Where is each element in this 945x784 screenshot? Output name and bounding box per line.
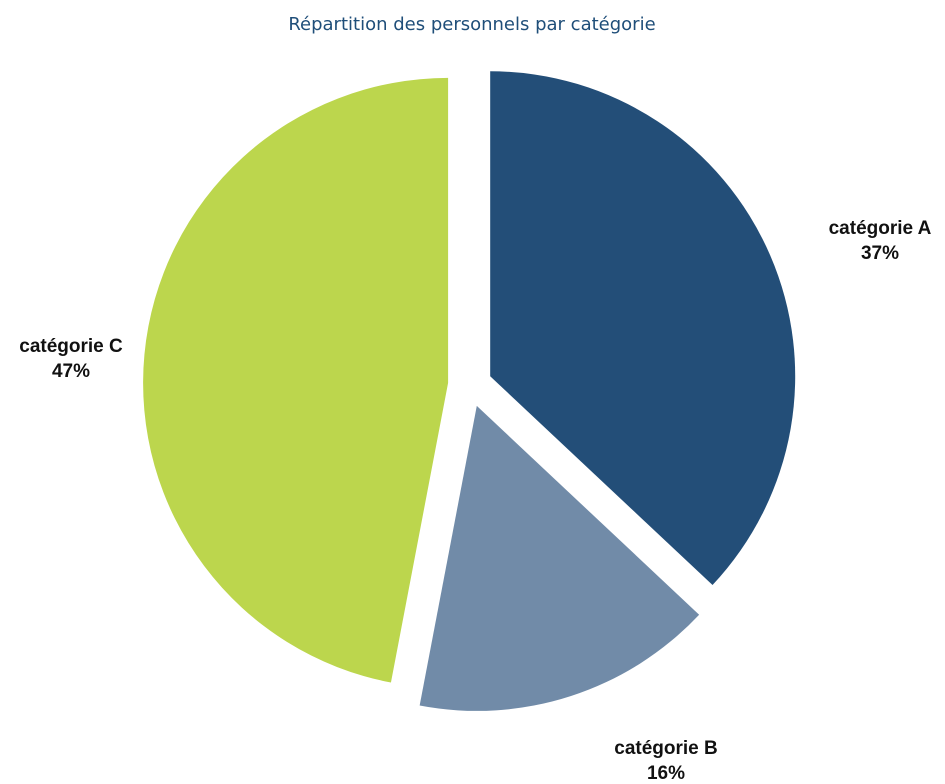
pie-slice-c (143, 77, 449, 683)
slice-label-b: catégorie B 16% (614, 738, 717, 784)
slice-label-a: catégorie A 37% (829, 218, 932, 264)
chart-title: Répartition des personnels par catégorie (288, 14, 655, 35)
pie-slice-a (490, 71, 796, 586)
slice-label-c: catégorie C 47% (19, 336, 123, 382)
slices-layer (143, 71, 796, 711)
pie-slice-b (419, 405, 700, 711)
